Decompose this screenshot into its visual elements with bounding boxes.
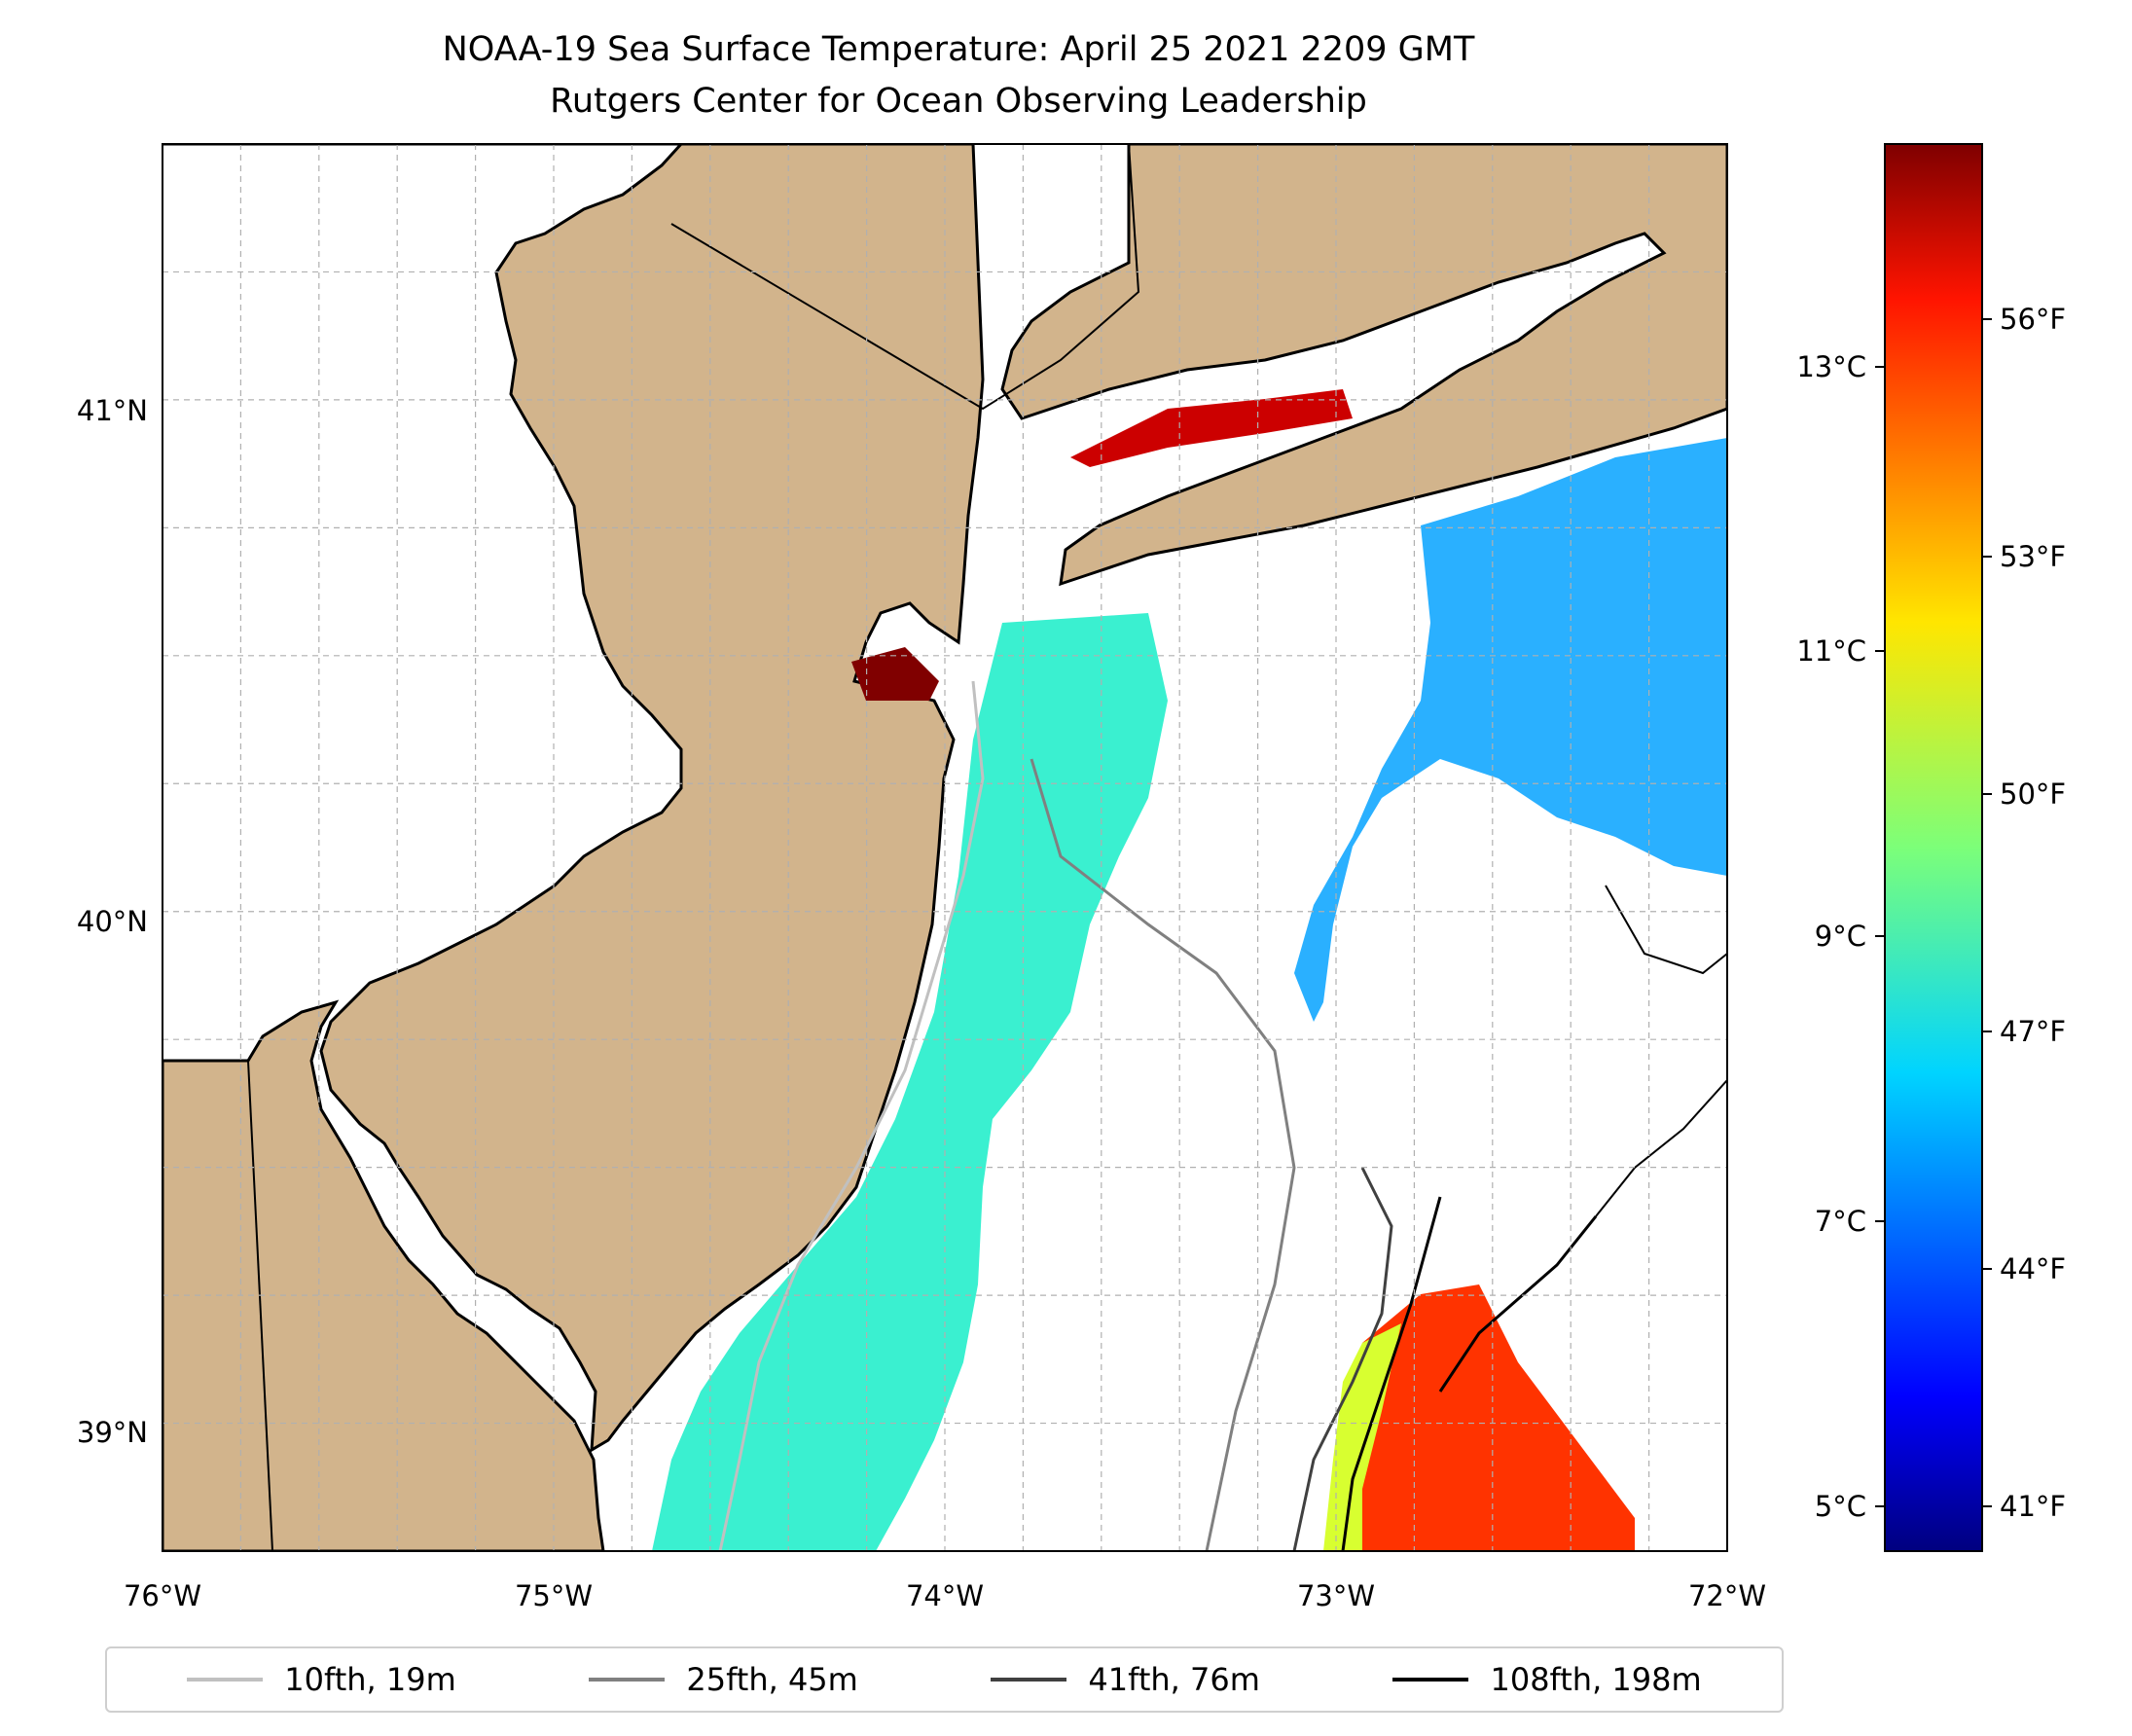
- legend-item-41fth: 41fth, 76m: [991, 1661, 1260, 1698]
- colorbar-c-13: 13°C: [1796, 350, 1866, 383]
- colorbar-f-44: 44°F: [2000, 1252, 2066, 1285]
- lat-tick-40n: 40°N: [77, 905, 148, 938]
- colorbar-c-7: 7°C: [1815, 1205, 1866, 1238]
- legend-item-10fth: 10fth, 19m: [187, 1661, 456, 1698]
- lat-tick-39n: 39°N: [77, 1416, 148, 1449]
- legend-label: 10fth, 19m: [284, 1661, 456, 1698]
- colorbar-c-5: 5°C: [1815, 1490, 1866, 1523]
- legend-label: 25fth, 45m: [686, 1661, 858, 1698]
- colorbar-f-47: 47°F: [2000, 1015, 2066, 1048]
- colorbar-fahrenheit-ticks: [1982, 318, 1992, 1507]
- colorbar-c-11: 11°C: [1796, 634, 1866, 668]
- sst-warm-edge: [1323, 1323, 1401, 1551]
- sst-warm-core: [1343, 1284, 1635, 1551]
- map-title: NOAA-19 Sea Surface Temperature: April 2…: [442, 30, 1475, 69]
- colorbar-c-9: 9°C: [1815, 920, 1866, 953]
- legend-item-108fth: 108fth, 198m: [1392, 1661, 1702, 1698]
- colorbar-f-56: 56°F: [2000, 303, 2066, 336]
- sst-raritan-red: [851, 647, 939, 701]
- legend-item-25fth: 25fth, 45m: [589, 1661, 858, 1698]
- legend-label: 108fth, 198m: [1490, 1661, 1702, 1698]
- colorbar: [1884, 143, 1983, 1552]
- isobath-19m: [718, 680, 985, 1551]
- colorbar-celsius-ticks: [1875, 366, 1885, 1507]
- legend-line-icon: [1392, 1678, 1469, 1682]
- state-border-ny-nj: [670, 144, 1140, 411]
- map-subtitle: Rutgers Center for Ocean Observing Leade…: [550, 82, 1367, 121]
- isobath-198m: [1341, 1196, 1598, 1551]
- legend-label: 41fth, 76m: [1088, 1661, 1260, 1698]
- lon-tick-73w: 73°W: [1297, 1579, 1375, 1612]
- colorbar-f-53: 53°F: [2000, 540, 2066, 573]
- sst-east-blue: [1294, 438, 1727, 1022]
- legend-line-icon: [991, 1678, 1067, 1682]
- isobath-45m: [1030, 758, 1296, 1551]
- sst-lis-red: [1070, 389, 1353, 467]
- state-border-de: [247, 1060, 273, 1551]
- land-delmarva: [163, 999, 605, 1551]
- colorbar-f-50: 50°F: [2000, 778, 2066, 811]
- land-mainland: [163, 144, 985, 1453]
- lat-tick-41n: 41°N: [77, 394, 148, 427]
- lon-tick-72w: 72°W: [1688, 1579, 1766, 1612]
- colorbar-f-41: 41°F: [2000, 1490, 2066, 1523]
- sst-shelf-cyan: [652, 613, 1168, 1551]
- lon-tick-74w: 74°W: [906, 1579, 984, 1612]
- lon-tick-76w: 76°W: [124, 1579, 201, 1612]
- map-frame: [162, 143, 1728, 1552]
- land-long-island: [1000, 144, 1727, 587]
- isobath-legend: 10fth, 19m 25fth, 45m 41fth, 76m 108fth,…: [105, 1646, 1784, 1713]
- legend-line-icon: [187, 1678, 264, 1682]
- lon-tick-75w: 75°W: [515, 1579, 593, 1612]
- legend-line-icon: [589, 1678, 666, 1682]
- isobath-76m: [1292, 1167, 1393, 1551]
- shelf-edge-line: [1595, 885, 1727, 1217]
